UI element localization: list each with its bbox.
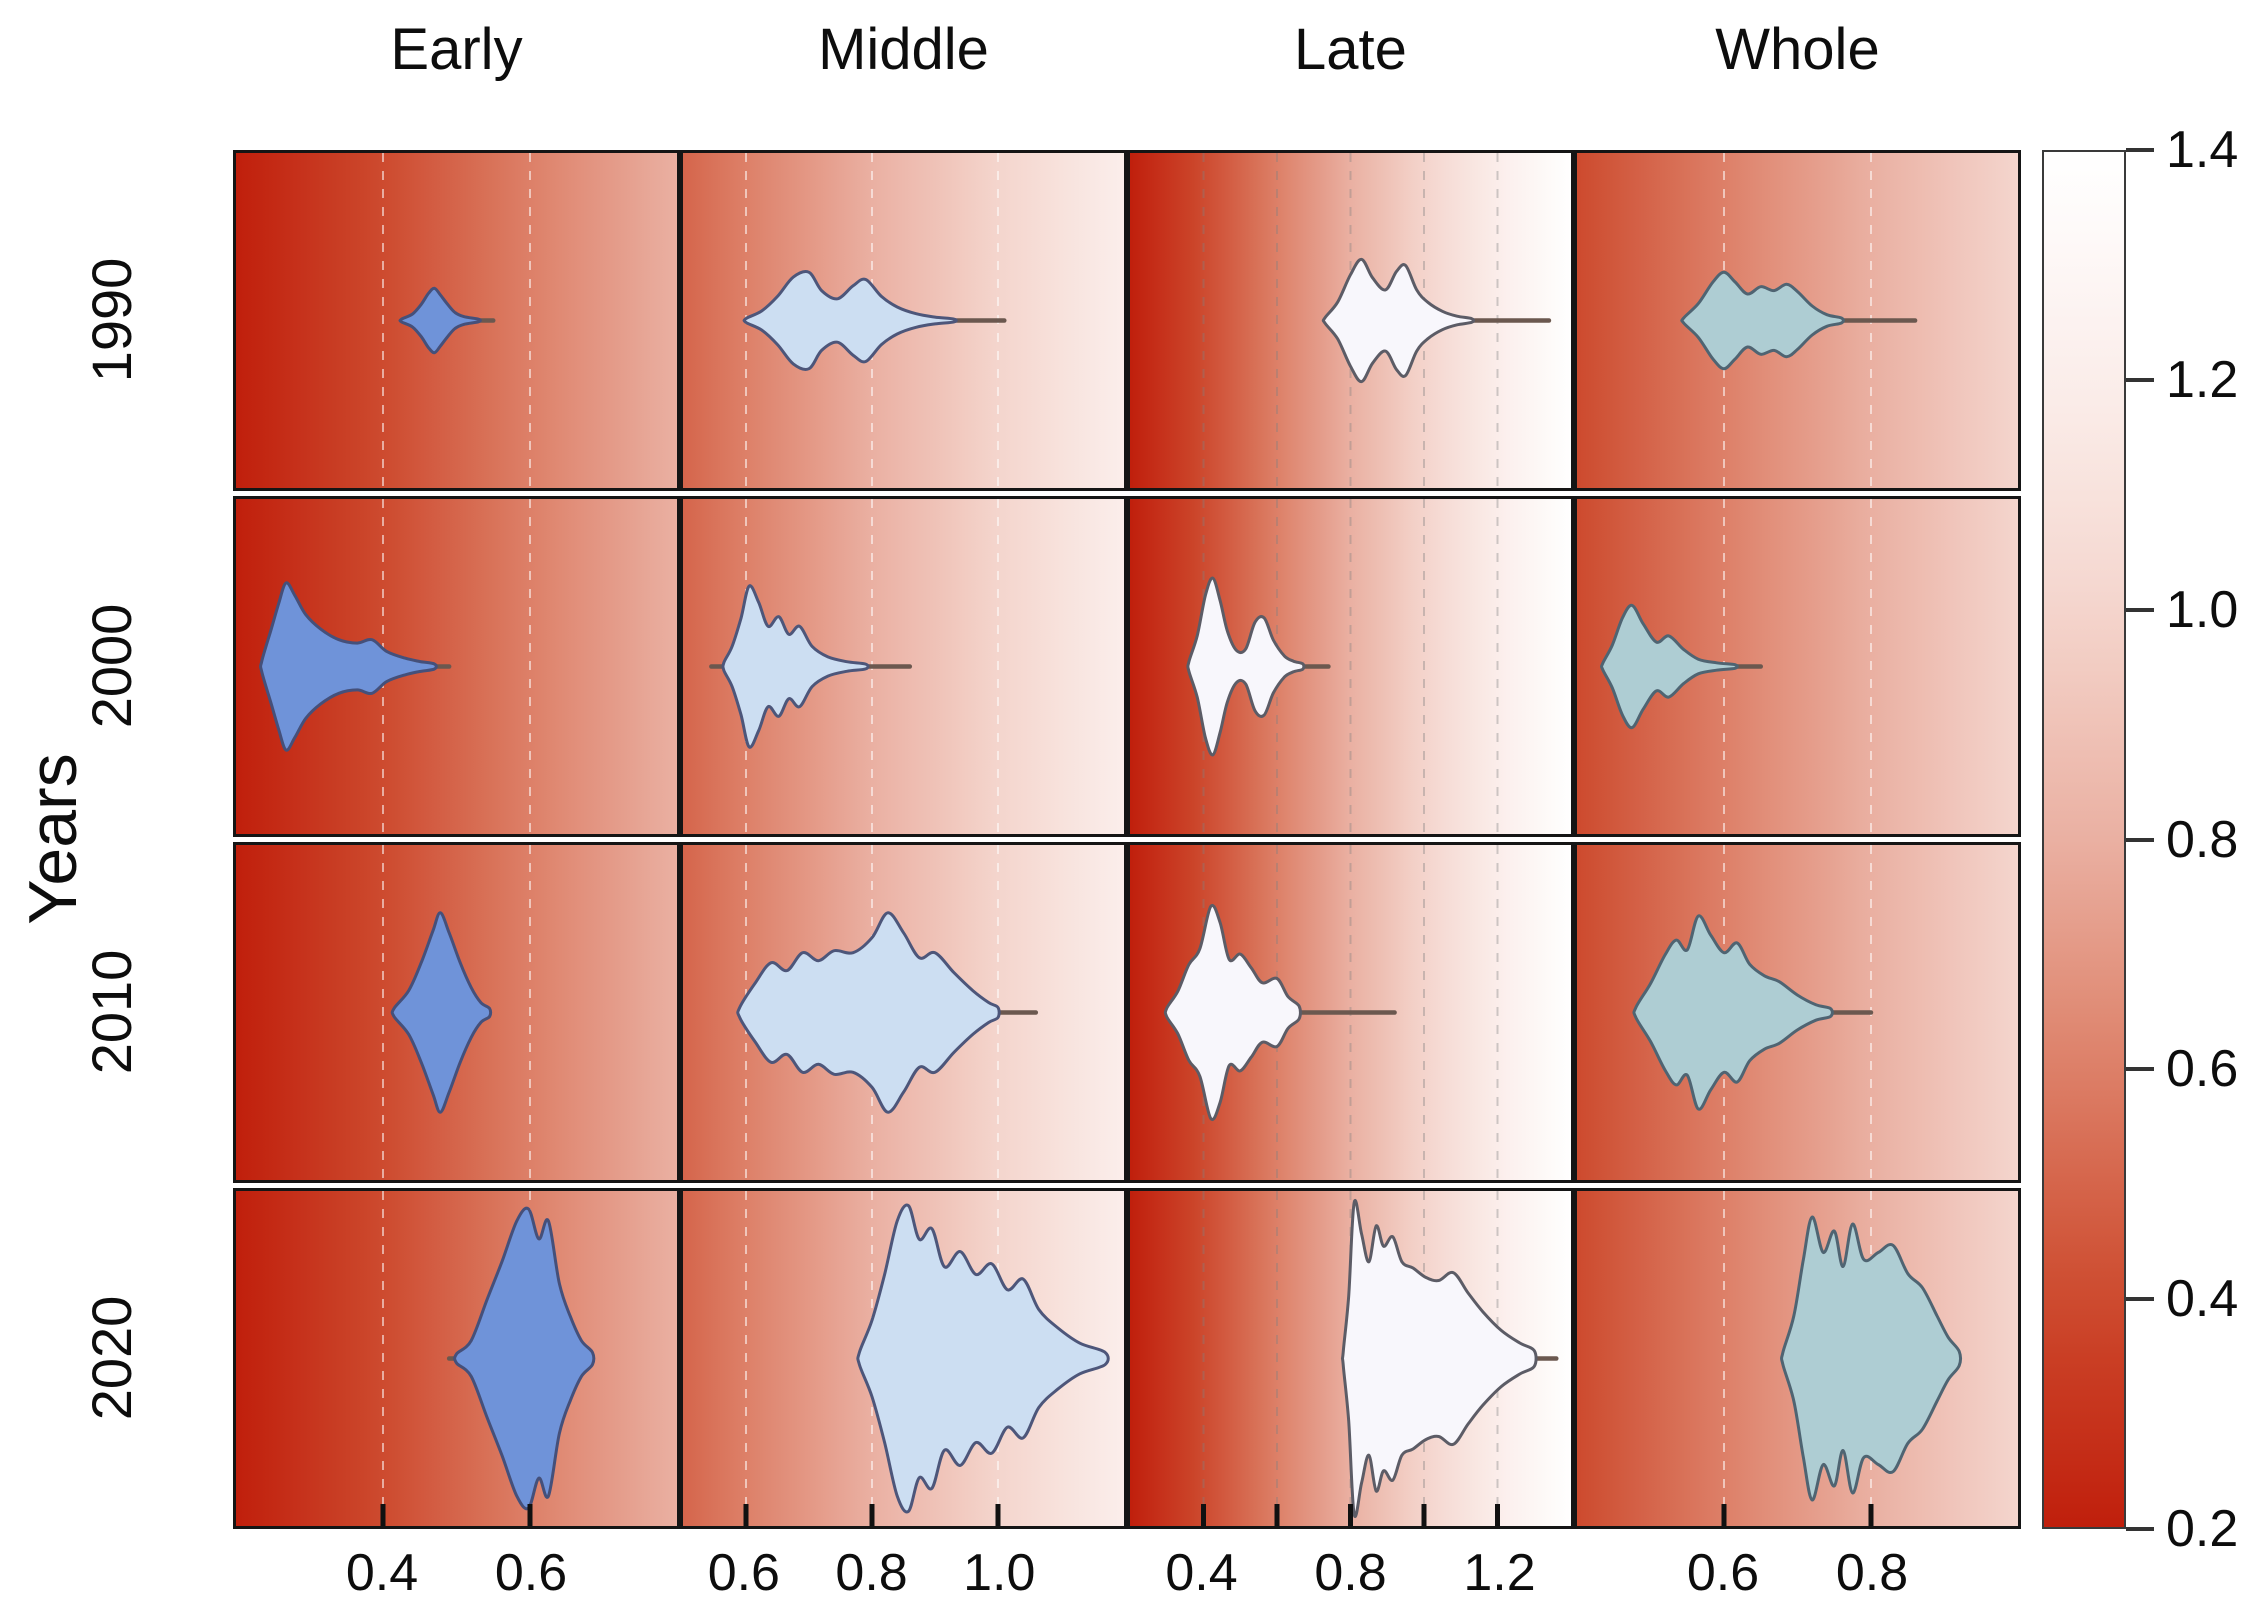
violin-1990-late [1321, 257, 1476, 384]
colorbar-label-0.6: 0.6 [2166, 1040, 2239, 1099]
panel-canvas [1600, 499, 1872, 834]
panel-1990-early [233, 150, 680, 491]
x-tick-label-late-0.4: 0.4 [1165, 1544, 1238, 1602]
x-tick-label-late-1.2: 1.2 [1463, 1544, 1536, 1602]
column-header-late: Late [1294, 17, 1407, 82]
column-header-whole: Whole [1715, 17, 1880, 82]
colorbar-label-1.2: 1.2 [2166, 350, 2239, 409]
x-axis-tick [1721, 1504, 1727, 1526]
panel-2020-middle [680, 1188, 1127, 1529]
column-header-middle: Middle [818, 17, 989, 82]
colorbar-label-0.8: 0.8 [2166, 810, 2239, 869]
x-tick-label-middle-0.6: 0.6 [707, 1544, 780, 1602]
violin-2010-whole [1632, 914, 1834, 1111]
violin-2000-whole [1600, 603, 1739, 730]
x-axis-tick [1868, 1504, 1874, 1526]
violin-2020-whole [1779, 1215, 1963, 1502]
x-tick-label-middle-1.0: 1.0 [963, 1544, 1036, 1602]
panel-2020-late [1127, 1188, 1574, 1529]
panel-canvas [1202, 153, 1552, 488]
panel-canvas [1680, 153, 1918, 488]
colorbar-label-0.2: 0.2 [2166, 1500, 2239, 1558]
panel-2010-middle [680, 842, 1127, 1183]
column-header-early: Early [390, 17, 523, 82]
violin-2010-late [1163, 903, 1302, 1122]
panel-canvas [1201, 1191, 1559, 1526]
panel-canvas [709, 499, 999, 834]
row-label-1990: 1990 [80, 257, 143, 383]
panel-canvas [742, 153, 1007, 488]
row-label-2010: 2010 [80, 949, 143, 1075]
y-axis-label: Years [15, 753, 91, 925]
x-tick-label-late-0.8: 0.8 [1314, 1544, 1387, 1602]
panel-canvas [736, 845, 1039, 1180]
panel-canvas [1721, 1191, 1963, 1526]
violin-1990-early [398, 286, 482, 355]
panel-1990-late [1127, 150, 1574, 491]
x-axis-tick [1274, 1504, 1280, 1526]
panel-2020-whole [1574, 1188, 2021, 1529]
x-axis-tick [995, 1504, 1001, 1526]
violin-2010-middle [736, 911, 1001, 1114]
panel-canvas [382, 153, 531, 488]
violin-1990-middle [742, 270, 958, 371]
colorbar-tick [2126, 377, 2154, 382]
panel-2010-late [1127, 842, 1574, 1183]
panel-canvas [382, 845, 531, 1180]
panel-1990-whole [1574, 150, 2021, 491]
violin-2020-late [1340, 1198, 1538, 1519]
x-axis-tick [527, 1504, 533, 1526]
violin-2020-middle [856, 1203, 1110, 1514]
x-axis-tick [1201, 1504, 1206, 1526]
violin-1990-whole [1680, 270, 1845, 371]
panel-canvas [743, 1191, 1110, 1526]
x-tick-label-whole-0.6: 0.6 [1686, 1544, 1760, 1602]
x-tick-label-early-0.4: 0.4 [345, 1544, 419, 1602]
panel-2020-early [233, 1188, 680, 1529]
colorbar-tick [2126, 837, 2154, 842]
panel-2000-middle [680, 496, 1127, 837]
x-axis-tick [1348, 1504, 1353, 1526]
panel-canvas [1186, 499, 1499, 834]
panel-2000-early [233, 496, 680, 837]
x-axis-tick [1495, 1504, 1500, 1526]
violin-2000-middle [721, 584, 870, 749]
colorbar-label-1.0: 1.0 [2166, 580, 2239, 639]
row-label-2000: 2000 [80, 603, 143, 729]
colorbar [2042, 150, 2126, 1529]
colorbar-tick [2126, 607, 2154, 612]
panel-canvas [380, 1191, 596, 1526]
x-tick-label-middle-0.8: 0.8 [835, 1544, 908, 1602]
violin-2000-early [259, 581, 438, 752]
colorbar-tick [2126, 1067, 2154, 1072]
x-tick-label-whole-0.8: 0.8 [1835, 1544, 1909, 1602]
x-axis-tick [743, 1504, 749, 1526]
colorbar-tick [2126, 1297, 2154, 1302]
x-axis-tick [869, 1504, 875, 1526]
violin-2010-early [390, 911, 493, 1114]
x-axis-tick [380, 1504, 386, 1526]
panel-2010-whole [1574, 842, 2021, 1183]
panel-2010-early [233, 842, 680, 1183]
colorbar-label-1.4: 1.4 [2166, 121, 2239, 179]
violin-2000-late [1186, 576, 1306, 757]
panel-canvas [259, 499, 531, 834]
colorbar-label-0.4: 0.4 [2166, 1270, 2239, 1329]
panel-2000-whole [1574, 496, 2021, 837]
row-label-2020: 2020 [80, 1295, 143, 1421]
x-axis-tick [1421, 1504, 1427, 1526]
x-tick-label-early-0.6: 0.6 [494, 1544, 568, 1602]
panel-canvas [1163, 845, 1499, 1180]
panel-canvas [1632, 845, 1874, 1180]
colorbar-tick [2126, 148, 2154, 152]
colorbar-tick [2126, 1527, 2154, 1531]
violin-2020-early [453, 1206, 596, 1511]
panel-1990-middle [680, 150, 1127, 491]
panel-2000-late [1127, 496, 1574, 837]
